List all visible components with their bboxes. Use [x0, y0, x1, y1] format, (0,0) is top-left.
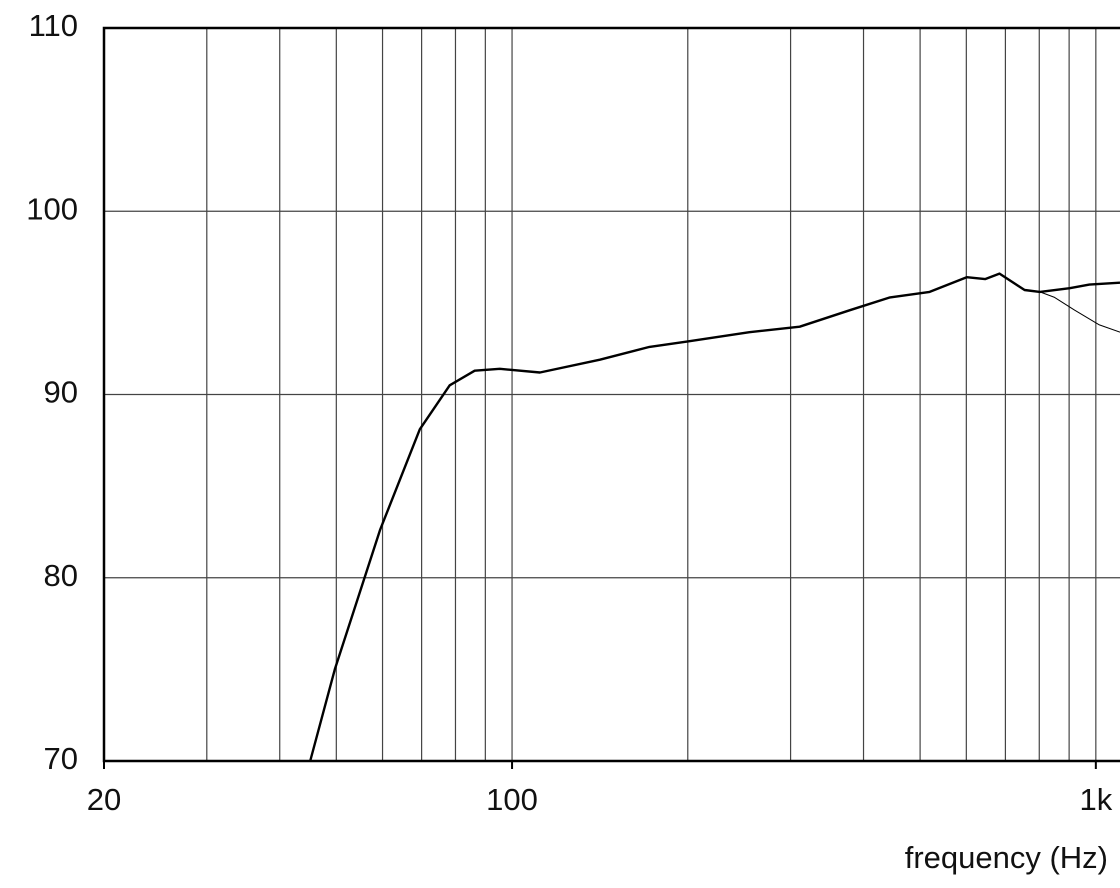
x-tick-label: 1k [1079, 782, 1112, 817]
x-tick-label: 100 [486, 782, 538, 817]
y-tick-label: 100 [26, 191, 78, 226]
y-tick-label: 80 [44, 558, 78, 593]
line-series [1039, 291, 1120, 333]
x-axis-label: frequency (Hz) [905, 840, 1108, 875]
x-tick-label: 20 [87, 782, 121, 817]
y-tick-label: 70 [44, 741, 78, 776]
y-tick-label: 110 [29, 8, 78, 43]
line-series [309, 272, 1120, 762]
axis-frame [102, 26, 1120, 763]
y-tick-label: 90 [44, 375, 78, 410]
